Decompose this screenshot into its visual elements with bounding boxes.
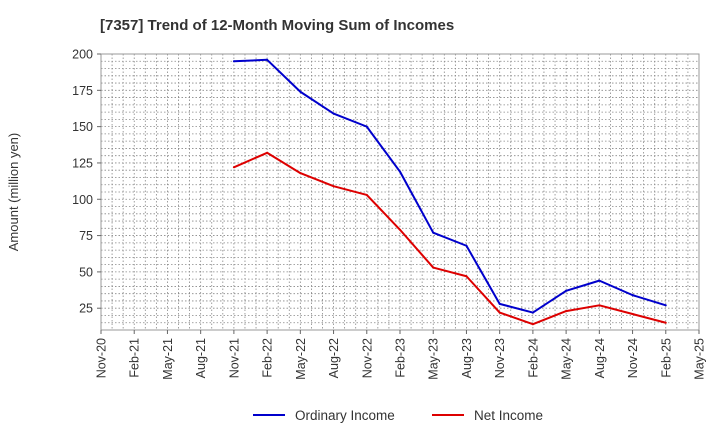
data-point: [565, 289, 568, 292]
y-tick-label: 150: [72, 120, 93, 134]
data-point: [365, 193, 368, 196]
data-point: [565, 310, 568, 313]
data-point: [266, 58, 269, 61]
data-point: [598, 304, 601, 307]
series-net-income: [232, 151, 667, 326]
data-point: [631, 313, 634, 316]
data-point: [432, 266, 435, 269]
data-point: [299, 90, 302, 93]
y-tick-label: 175: [72, 84, 93, 98]
grid-layer: [101, 54, 699, 330]
y-axis-ticks: 25 50 75 100 125 150 175 200: [72, 48, 101, 316]
x-tick-label: Feb-23: [394, 338, 408, 378]
x-tick-label: Nov-22: [360, 338, 374, 378]
y-tick-label: 100: [72, 193, 93, 207]
x-tick-label: Aug-23: [460, 338, 474, 378]
data-point: [664, 304, 667, 307]
x-tick-label: Aug-22: [327, 338, 341, 378]
y-axis-label: Amount (million yen): [6, 133, 21, 252]
x-tick-label: Nov-21: [227, 338, 241, 378]
y-tick-label: 125: [72, 156, 93, 170]
data-point: [232, 60, 235, 63]
data-point: [465, 275, 468, 278]
x-tick-label: May-23: [427, 338, 441, 380]
legend-label: Ordinary Income: [295, 408, 395, 423]
data-point: [598, 279, 601, 282]
data-point: [498, 311, 501, 314]
x-tick-label: Aug-21: [194, 338, 208, 378]
legend-item: Net Income: [432, 408, 543, 423]
data-point: [399, 228, 401, 231]
data-point: [465, 244, 468, 247]
data-point: [631, 294, 634, 297]
x-tick-label: Feb-22: [261, 338, 275, 378]
y-tick-label: 75: [79, 229, 93, 243]
x-tick-label: Nov-24: [626, 338, 640, 378]
legend-item: Ordinary Income: [253, 408, 395, 423]
data-point: [498, 302, 501, 305]
series-ordinary-income: [232, 58, 667, 314]
data-point: [365, 125, 368, 128]
x-tick-label: May-25: [693, 338, 707, 380]
data-point: [531, 323, 534, 326]
data-point: [299, 172, 302, 175]
x-tick-label: Nov-23: [493, 338, 507, 378]
data-point: [399, 170, 401, 173]
data-point: [332, 112, 335, 115]
x-tick-label: Feb-21: [128, 338, 142, 378]
x-tick-label: May-22: [294, 338, 308, 380]
legend: Ordinary Income Net Income: [253, 408, 543, 423]
x-tick-label: May-21: [161, 338, 175, 380]
x-tick-label: Feb-25: [659, 338, 673, 378]
series-layer: [232, 58, 667, 326]
data-point: [266, 151, 269, 154]
series-line: [233, 151, 667, 326]
x-tick-label: Aug-24: [593, 338, 607, 378]
data-point: [332, 185, 335, 188]
x-tick-label: Feb-24: [526, 338, 540, 378]
data-point: [432, 231, 435, 234]
y-tick-label: 50: [79, 265, 93, 279]
x-axis-ticks: Nov-20 Feb-21 May-21 Aug-21 Nov-21 Feb-22 May-…: [95, 330, 707, 380]
legend-label: Net Income: [474, 408, 543, 423]
x-tick-label: Nov-20: [95, 338, 109, 378]
series-line: [233, 58, 667, 314]
y-tick-label: 200: [72, 48, 93, 62]
x-tick-label: May-24: [560, 338, 574, 380]
chart-title: [7357] Trend of 12-Month Moving Sum of I…: [100, 17, 454, 34]
y-tick-label: 25: [79, 302, 93, 316]
data-point: [664, 321, 667, 324]
data-point: [232, 166, 235, 169]
data-point: [531, 311, 534, 314]
